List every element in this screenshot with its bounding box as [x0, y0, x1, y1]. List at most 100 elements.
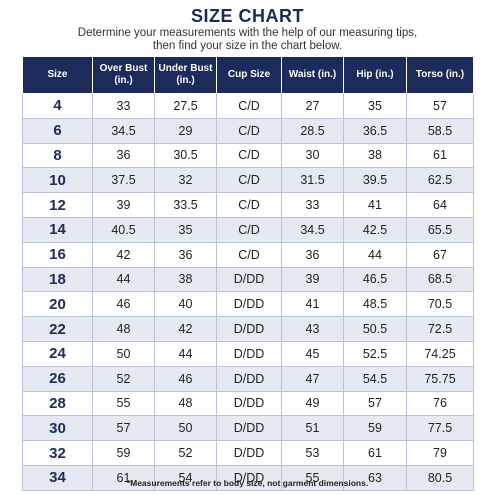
- table-cell: D/DD: [216, 316, 282, 342]
- table-cell: C/D: [216, 216, 282, 243]
- table-cell: 33: [281, 192, 344, 218]
- size-cell: 24: [22, 340, 93, 367]
- table-cell: 47: [281, 365, 344, 392]
- table-cell: 42.5: [343, 216, 407, 243]
- table-cell: 80.5: [406, 464, 474, 491]
- size-cell: 4: [22, 93, 93, 119]
- size-cell: 34: [22, 464, 93, 491]
- table-cell: 36.5: [343, 117, 407, 144]
- table-cell: 48: [154, 390, 217, 417]
- column-header: Hip (in.): [343, 56, 407, 94]
- table-cell: 59: [92, 440, 155, 466]
- column-header-unit: (in.): [176, 75, 195, 86]
- table-cell: 58.5: [406, 117, 474, 144]
- table-row: 6 34.5 29 C/D 28.5 36.5 58.5: [22, 117, 474, 144]
- table-cell: 39.5: [343, 167, 407, 194]
- table-cell: 48.5: [343, 291, 407, 318]
- subtitle: Determine your measurements with the hel…: [0, 27, 495, 53]
- table-cell: 54: [154, 464, 217, 491]
- table-row: 30 57 50 D/DD 51 59 77.5: [22, 415, 474, 442]
- column-header-label: Torso (in.): [415, 69, 465, 80]
- column-header: Torso (in.): [406, 56, 474, 94]
- column-header: Size: [22, 56, 93, 94]
- table-row: 24 50 44 D/DD 45 52.5 74.25: [22, 340, 474, 367]
- table-cell: 55: [92, 390, 155, 417]
- table-cell: D/DD: [216, 291, 282, 318]
- column-header-label: Size: [47, 69, 68, 80]
- size-cell: 30: [22, 415, 93, 442]
- column-header: Over Bust (in.): [92, 56, 155, 94]
- table-cell: 46: [92, 291, 155, 318]
- table-row: 18 44 38 D/DD 39 46.5 68.5: [22, 266, 474, 293]
- table-cell: 27.5: [154, 93, 217, 119]
- table-cell: 46: [154, 365, 217, 392]
- table-cell: C/D: [216, 117, 282, 144]
- column-header: Under Bust (in.): [154, 56, 217, 94]
- size-cell: 32: [22, 440, 93, 466]
- table-body: 4 33 27.5 C/D 27 35 57 6 34.5 29 C/D 28.5 36.5 58.5 8 3…: [22, 93, 474, 491]
- table-row: 22 48 42 D/DD 43 50.5 72.5: [22, 316, 474, 342]
- table-cell: 51: [281, 415, 344, 442]
- table-cell: 40: [154, 291, 217, 318]
- page-title: SIZE CHART: [191, 6, 304, 26]
- table-cell: 49: [281, 390, 344, 417]
- column-header-label: Waist (in.): [288, 69, 337, 80]
- table-cell: 54.5: [343, 365, 407, 392]
- table-cell: 67: [406, 241, 474, 268]
- table-header-row: Size Over Bust (in.) Under Bust (in.) Cup Siz…: [22, 56, 474, 94]
- table-cell: 77.5: [406, 415, 474, 442]
- column-header-label: Cup Size: [227, 69, 271, 80]
- table-cell: 38: [343, 142, 407, 169]
- size-cell: 20: [22, 291, 93, 318]
- table-row: 12 39 33.5 C/D 33 41 64: [22, 192, 474, 218]
- table-cell: 42: [92, 241, 155, 268]
- table-cell: 36: [92, 142, 155, 169]
- table-cell: C/D: [216, 192, 282, 218]
- table-row: 16 42 36 C/D 36 44 67: [22, 241, 474, 268]
- table-cell: 44: [92, 266, 155, 293]
- table-cell: 50: [154, 415, 217, 442]
- table-cell: 65.5: [406, 216, 474, 243]
- table-cell: 46.5: [343, 266, 407, 293]
- size-cell: 18: [22, 266, 93, 293]
- subtitle-line-2: then find your size in the chart below.: [152, 40, 343, 52]
- table-cell: 76: [406, 390, 474, 417]
- table-cell: 31.5: [281, 167, 344, 194]
- table-cell: D/DD: [216, 415, 282, 442]
- table-cell: C/D: [216, 142, 282, 169]
- table-cell: 74.25: [406, 340, 474, 367]
- table-cell: 68.5: [406, 266, 474, 293]
- footnote: *Measurements refer to body size, not ga…: [126, 478, 369, 488]
- table-cell: 34.5: [92, 117, 155, 144]
- column-header-label: Hip (in.): [356, 69, 394, 80]
- column-header-label: Over Bust: [99, 63, 148, 74]
- table-cell: D/DD: [216, 390, 282, 417]
- size-cell: 10: [22, 167, 93, 194]
- table-cell: 33: [92, 93, 155, 119]
- table-cell: C/D: [216, 93, 282, 119]
- table-cell: 50.5: [343, 316, 407, 342]
- table-cell: 57: [406, 93, 474, 119]
- table-cell: 44: [154, 340, 217, 367]
- table-cell: 35: [343, 93, 407, 119]
- table-cell: 27: [281, 93, 344, 119]
- table-cell: 48: [92, 316, 155, 342]
- table-row: 20 46 40 D/DD 41 48.5 70.5: [22, 291, 474, 318]
- column-header-label: Under Bust: [158, 63, 213, 74]
- table-cell: D/DD: [216, 266, 282, 293]
- table-cell: 75.75: [406, 365, 474, 392]
- table-cell: 37.5: [92, 167, 155, 194]
- column-header-unit: (in.): [114, 75, 133, 86]
- table-row: 26 52 46 D/DD 47 54.5 75.75: [22, 365, 474, 392]
- table-row: 4 33 27.5 C/D 27 35 57: [22, 93, 474, 119]
- table-cell: 61: [406, 142, 474, 169]
- table-row: 14 40.5 35 C/D 34.5 42.5 65.5: [22, 216, 474, 243]
- table-cell: 28.5: [281, 117, 344, 144]
- table-cell: 52: [154, 440, 217, 466]
- size-cell: 22: [22, 316, 93, 342]
- table-cell: 53: [281, 440, 344, 466]
- size-cell: 12: [22, 192, 93, 218]
- table-cell: D/DD: [216, 340, 282, 367]
- table-cell: 59: [343, 415, 407, 442]
- size-cell: 16: [22, 241, 93, 268]
